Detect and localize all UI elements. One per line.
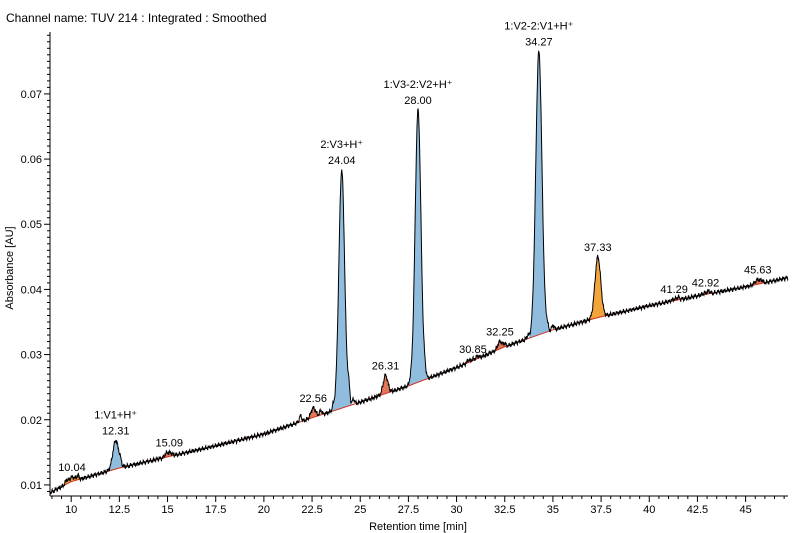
peak-rt-label: 24.04 [328,155,356,167]
x-axis-title: Retention time [min] [369,521,467,533]
x-tick-label: 12.5 [109,504,130,516]
peak-area-12.31 [106,440,125,473]
peak-rt-label: 42.92 [692,278,720,290]
peak-rt-label: 30.85 [459,344,487,356]
peak-rt-label: 32.25 [486,327,514,339]
peak-name-label: 1:V1+H⁺ [94,410,137,422]
x-tick-label: 40 [643,504,655,516]
x-tick-label: 30 [450,504,462,516]
y-tick-label: 0.01 [21,480,42,492]
x-tick-label: 32.5 [494,504,515,516]
x-tick-label: 42.5 [687,504,708,516]
peak-area-10.04 [62,473,82,488]
y-axis-title: Absorbance [AU] [4,226,16,309]
x-tick-label: 27.5 [398,504,419,516]
peak-rt-label: 28.00 [404,95,432,107]
axes [49,32,788,497]
peak-rt-label: 34.27 [525,37,553,49]
peak-rt-label: 15.09 [156,437,184,449]
y-tick-label: 0.04 [21,284,42,296]
x-tick-label: 22.5 [301,504,322,516]
peak-rt-label: 10.04 [58,462,86,474]
peak-rt-label: 26.31 [372,360,400,372]
y-tick-label: 0.06 [21,154,42,166]
peak-area-32.25 [492,340,508,354]
x-tick-label: 17.5 [205,504,226,516]
x-tick-label: 35 [547,504,559,516]
x-tick-label: 45 [739,504,751,516]
peak-rt-label: 41.29 [660,284,688,296]
x-tick-label: 10 [65,504,77,516]
y-tick-label: 0.02 [21,415,42,427]
x-ticks: 10 12.5 15 17.5 20 22.5 25 27.5 30 32.5 35 37.5 40 42… [51,496,785,516]
channel-name-header: Channel name: TUV 214 : Integrated : Smo… [6,11,267,25]
peak-name-label: 2:V3+H⁺ [320,139,363,151]
x-tick-label: 20 [258,504,270,516]
peak-rt-label: 37.33 [584,242,612,254]
peak-rt-label: 45.63 [744,265,772,277]
y-tick-label: 0.05 [21,219,42,231]
x-tick-label: 37.5 [590,504,611,516]
peak-area-15.09 [161,450,178,461]
peak-name-label: 1:V3-2:V2+H⁺ [383,79,452,91]
x-tick-label: 25 [354,504,366,516]
peak-labels: 10.04 12.31 1:V1+H⁺ 15.09 22.56 24.04 2:V3+H⁺ 2… [58,21,771,475]
peak-name-label: 1:V2-2:V1+H⁺ [504,21,573,33]
peak-rt-label: 22.56 [299,393,327,405]
peak-rt-label: 12.31 [102,426,130,438]
y-tick-label: 0.07 [21,89,42,101]
peak-area-34.27 [528,51,549,339]
y-tick-label: 0.03 [21,350,42,362]
y-ticks: 0.01 0.02 0.03 0.04 0.05 0.06 0.07 [21,34,50,492]
absorbance-trace [49,50,789,495]
x-tick-label: 15 [161,504,173,516]
